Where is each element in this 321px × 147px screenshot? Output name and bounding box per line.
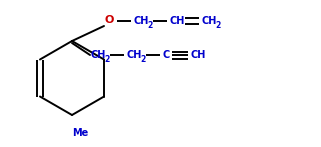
Text: CH: CH bbox=[90, 50, 105, 60]
Text: C: C bbox=[162, 50, 169, 60]
Text: CH: CH bbox=[190, 50, 205, 60]
Text: CH: CH bbox=[133, 16, 148, 26]
Text: CH: CH bbox=[169, 16, 184, 26]
Text: O: O bbox=[104, 15, 114, 25]
Text: CH: CH bbox=[126, 50, 141, 60]
Text: Me: Me bbox=[72, 128, 88, 138]
Text: 2: 2 bbox=[147, 20, 152, 30]
Text: 2: 2 bbox=[104, 55, 109, 64]
Text: 2: 2 bbox=[215, 20, 220, 30]
Text: CH: CH bbox=[201, 16, 216, 26]
Text: 2: 2 bbox=[140, 55, 145, 64]
